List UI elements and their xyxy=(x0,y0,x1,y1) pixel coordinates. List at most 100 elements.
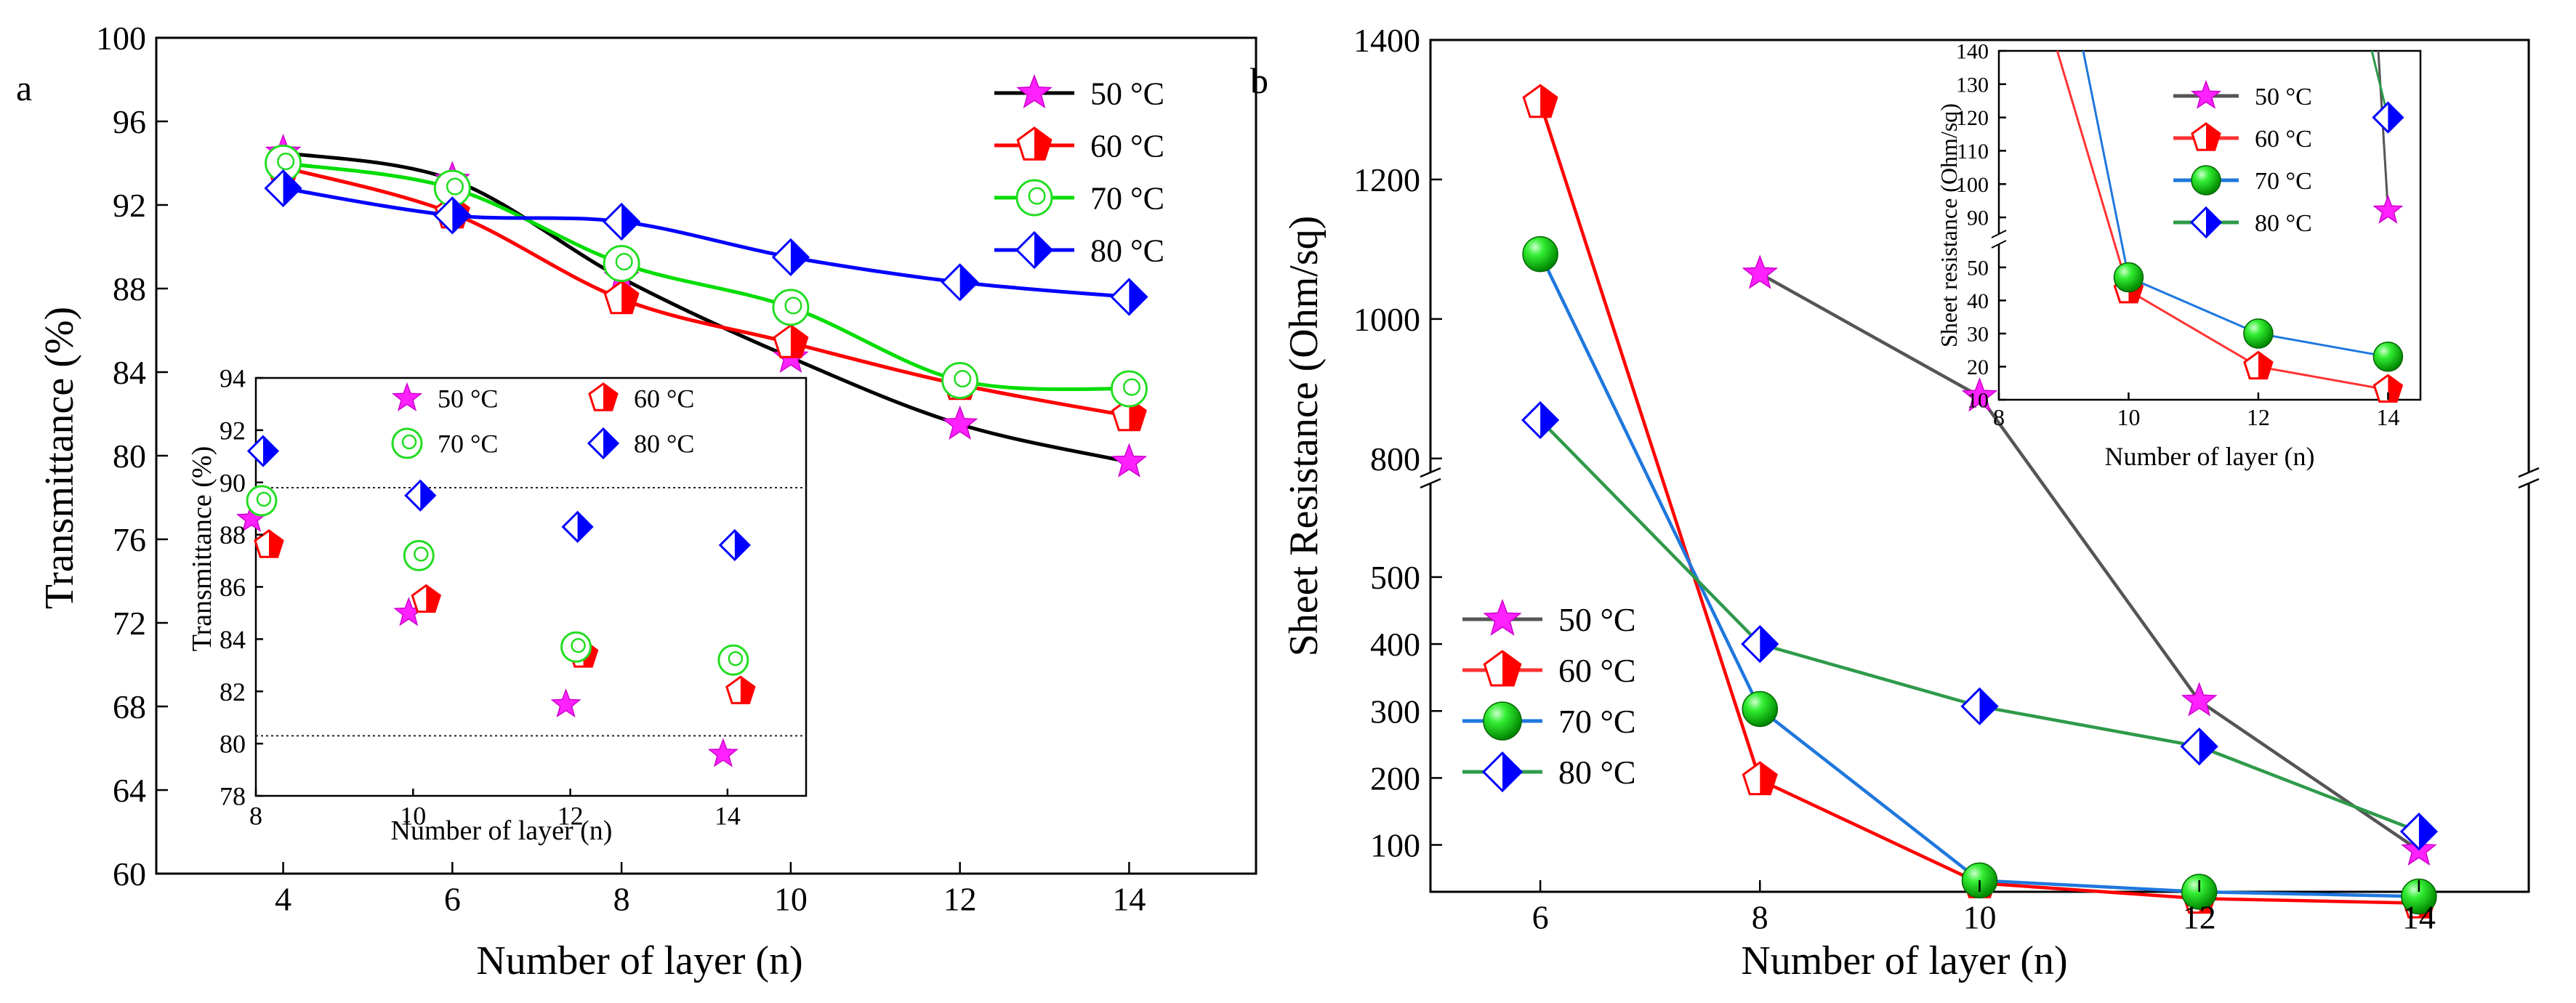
inset-legend-item-label: 70 °C xyxy=(438,430,498,459)
legend-item: 70 °C xyxy=(1462,701,1636,741)
y-tick-label: 68 xyxy=(113,688,146,725)
inset-legend-item-marker xyxy=(587,427,620,460)
legend-item: 50 °C xyxy=(994,73,1164,111)
axis-break-mark xyxy=(1420,478,1441,489)
y-tick-label: 300 xyxy=(1370,693,1420,730)
inset-legend-item-label: 80 °C xyxy=(634,430,694,459)
data-point xyxy=(941,405,978,440)
axis-break-mark xyxy=(1420,467,1441,478)
data-point xyxy=(941,362,979,399)
inset-legend-item: 80 °C xyxy=(587,427,694,460)
inset-legend-item-label: 70 °C xyxy=(2255,168,2312,195)
data-point xyxy=(1522,235,1558,273)
series-line-2 xyxy=(283,161,1130,392)
data-point xyxy=(1110,370,1148,408)
y-tick-label: 50 xyxy=(1967,256,1989,280)
panel-a-ylabel: Transmittance (%) xyxy=(37,307,82,609)
y-tick-label: 60 xyxy=(113,855,146,893)
y-tick-label: 40 xyxy=(1967,289,1989,313)
data-point xyxy=(772,289,810,326)
y-tick-label: 100 xyxy=(1956,173,1989,197)
y-tick-label: 110 xyxy=(1957,140,1989,164)
y-tick-label: 86 xyxy=(220,573,246,602)
legend-item-label: 80 °C xyxy=(1090,233,1164,268)
y-tick-label: 72 xyxy=(113,605,146,642)
inset-data-point xyxy=(717,644,749,676)
x-tick-label: 6 xyxy=(1532,899,1549,936)
panel-a-letter: a xyxy=(16,68,32,108)
inset-data-point xyxy=(2243,350,2274,380)
y-tick-label: 80 xyxy=(113,438,146,475)
data-point xyxy=(773,323,809,358)
y-tick-label: 90 xyxy=(220,468,246,497)
data-point xyxy=(603,245,640,282)
panel-b-inset-ylabel: Sheet resistance (Ohm/sq) xyxy=(1936,103,1962,347)
x-tick-label: 12 xyxy=(2183,899,2216,936)
legend-item-label: 70 °C xyxy=(1090,180,1164,216)
inset-legend-item-marker xyxy=(2189,206,2223,239)
x-tick-label: 12 xyxy=(2247,404,2270,430)
y-tick-label: 80 xyxy=(220,730,246,759)
inset-data-point xyxy=(2372,101,2404,134)
inset-data-point xyxy=(2372,194,2404,224)
y-tick-label: 76 xyxy=(113,521,146,558)
axis-break-mark xyxy=(2518,478,2540,489)
y-tick-label: 88 xyxy=(220,520,246,549)
y-tick-label: 130 xyxy=(1956,73,1989,97)
data-point xyxy=(1522,84,1558,118)
inset-data-point xyxy=(404,479,437,512)
y-tick-label: 1400 xyxy=(1353,22,1420,59)
data-point xyxy=(602,202,641,241)
data-point xyxy=(2180,727,2218,766)
x-tick-label: 8 xyxy=(249,802,262,831)
inset-legend-item-marker xyxy=(2191,165,2221,196)
y-tick-label: 94 xyxy=(220,364,246,393)
y-tick-label: 140 xyxy=(1956,40,1989,64)
x-tick-label: 10 xyxy=(1963,899,1997,936)
data-point xyxy=(1521,400,1560,440)
y-tick-label: 1000 xyxy=(1353,301,1420,338)
inset-data-point xyxy=(560,631,592,663)
legend-item: 80 °C xyxy=(994,230,1164,270)
y-tick-label: 20 xyxy=(1967,355,1989,379)
inset-legend-item-label: 60 °C xyxy=(634,384,694,414)
inset-data-point xyxy=(246,485,278,517)
data-point xyxy=(1741,624,1779,664)
panel-a-inset-xlabel: Number of layer (n) xyxy=(391,815,613,846)
panel-b-legend: 50 °C 60 °C 70 °C 80 °C xyxy=(1462,598,1636,793)
y-tick-label: 400 xyxy=(1370,626,1420,663)
series-line-0 xyxy=(283,150,1130,464)
x-tick-label: 8 xyxy=(1752,899,1768,936)
inset-data-point xyxy=(2372,342,2404,372)
inset-series-line xyxy=(2377,50,2389,212)
y-tick-label: 800 xyxy=(1370,440,1420,478)
inset-data-point xyxy=(254,529,284,558)
data-point xyxy=(603,280,640,315)
y-tick-label: 10 xyxy=(1967,389,1989,413)
legend-item-marker xyxy=(1483,598,1522,636)
panel-b-inset-xlabel: Number of layer (n) xyxy=(2105,442,2315,471)
axis-break-mark xyxy=(2518,467,2540,478)
inset-series-line xyxy=(2082,50,2388,358)
inset-legend-item-marker xyxy=(2190,79,2222,109)
legend-item-marker xyxy=(1481,751,1524,793)
inset-data-point xyxy=(707,738,738,768)
inset-legend-item-marker xyxy=(391,382,423,411)
x-tick-label: 14 xyxy=(2376,404,2399,430)
legend-item: 70 °C xyxy=(994,179,1164,217)
x-tick-label: 10 xyxy=(2117,404,2140,430)
x-tick-label: 10 xyxy=(774,881,808,918)
data-point xyxy=(1742,690,1779,728)
inset-legend-item-label: 80 °C xyxy=(2255,210,2312,237)
x-tick-label: 14 xyxy=(2402,899,2436,936)
inset-data-point xyxy=(561,510,594,543)
data-point xyxy=(1961,377,1998,412)
data-point xyxy=(1742,254,1779,289)
legend-item-label: 80 °C xyxy=(1558,754,1636,791)
data-point xyxy=(941,263,979,302)
inset-axis-break-mark xyxy=(1991,230,2007,238)
y-tick-label: 84 xyxy=(220,625,246,654)
legend-item-marker xyxy=(1483,701,1522,741)
